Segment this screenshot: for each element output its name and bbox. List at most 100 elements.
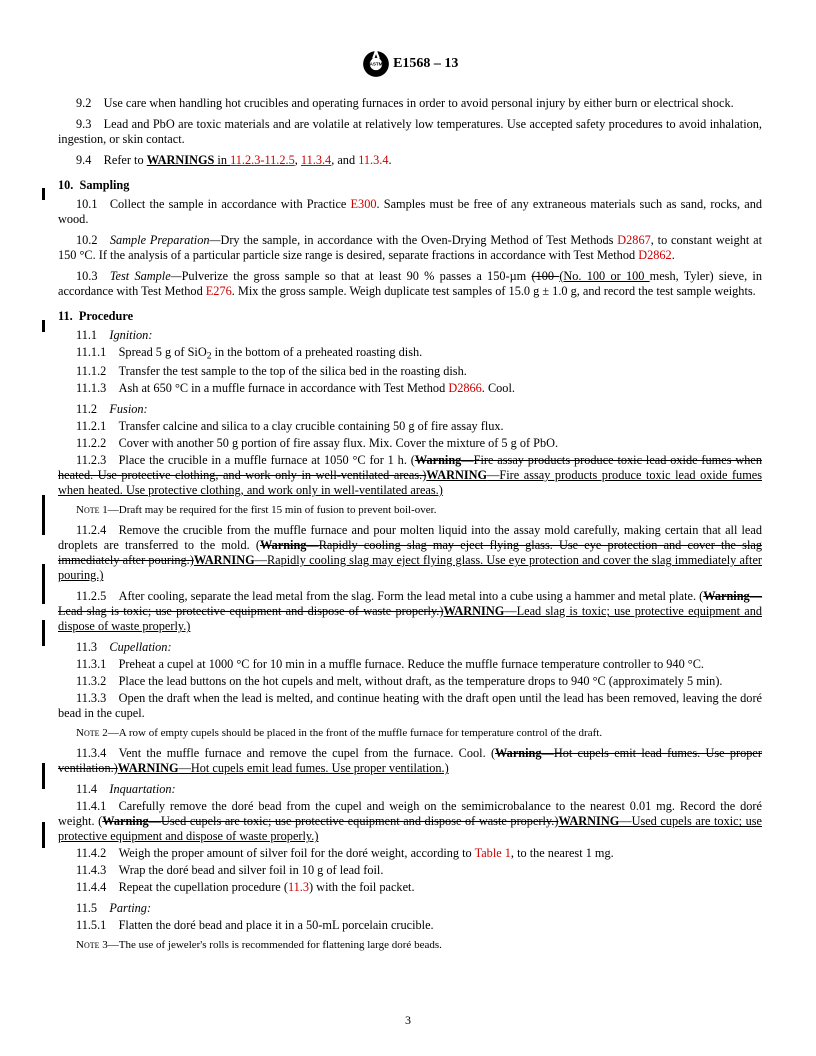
text: Pulverize the gross sample so that at le… bbox=[182, 269, 532, 283]
text: 10.3 bbox=[76, 269, 110, 283]
xref-e300[interactable]: E300 bbox=[351, 197, 377, 211]
text: 11.4.4 Repeat the cupellation procedure … bbox=[76, 880, 288, 894]
subhead: Fusion: bbox=[109, 402, 147, 416]
subhead: Ignition: bbox=[109, 328, 152, 342]
text: in the bottom of a preheated roasting di… bbox=[212, 345, 423, 359]
section-10-head: 10. Sampling bbox=[58, 178, 762, 193]
para-11-2-4: 11.2.4 Remove the crucible from the muff… bbox=[58, 523, 762, 583]
text: 11.4 bbox=[76, 782, 109, 796]
text: 11.2 bbox=[76, 402, 109, 416]
warnings-label: WARNINGS bbox=[147, 153, 215, 167]
xref-11-3-4b[interactable]: 11.3.4 bbox=[358, 153, 388, 167]
text: 11.1.1 Spread 5 g of SiO bbox=[76, 345, 207, 359]
para-11-3: 11.3 Cupellation: bbox=[58, 640, 762, 655]
para-11-4: 11.4 Inquartation: bbox=[58, 782, 762, 797]
changebar bbox=[42, 495, 45, 535]
text: , to the nearest 1 mg. bbox=[511, 846, 614, 860]
note-1: Note 1—Draft may be required for the fir… bbox=[58, 504, 762, 517]
xref-d2867[interactable]: D2867 bbox=[617, 233, 650, 247]
deleted-warning-label: Warning— bbox=[415, 453, 474, 467]
text: 11.5 bbox=[76, 901, 109, 915]
para-11-2-3: 11.2.3 Place the crucible in a muffle fu… bbox=[58, 453, 762, 498]
inserted-text: (No. 100 or 100 bbox=[559, 269, 649, 283]
para-11-1-2: 11.1.2 Transfer the test sample to the t… bbox=[58, 364, 762, 379]
changebar bbox=[42, 620, 45, 646]
deleted-text: (100 bbox=[532, 269, 560, 283]
text: , and bbox=[331, 153, 358, 167]
text: . bbox=[672, 248, 675, 262]
page-number: 3 bbox=[0, 1013, 816, 1028]
text: 11.1.3 Ash at 650 °C in a muffle furnace… bbox=[76, 381, 448, 395]
para-11-3-2: 11.3.2 Place the lead buttons on the hot… bbox=[58, 674, 762, 689]
text: 2—A row of empty cupels should be placed… bbox=[100, 727, 603, 739]
para-11-3-1: 11.3.1 Preheat a cupel at 1000 °C for 10… bbox=[58, 657, 762, 672]
xref-11-2-3[interactable]: 11.2.3-11.2.5 bbox=[230, 153, 295, 167]
warning-label: WARNING bbox=[443, 604, 504, 618]
subhead: Parting: bbox=[109, 901, 151, 915]
para-11-4-1: 11.4.1 Carefully remove the doré bead fr… bbox=[58, 799, 762, 844]
para-9-4: 9.4 Refer to WARNINGS in 11.2.3-11.2.5 , … bbox=[58, 153, 762, 168]
changebar bbox=[42, 564, 45, 604]
svg-text:ASTM: ASTM bbox=[369, 62, 382, 67]
deleted-text: Used cupels are toxic; use protective eq… bbox=[161, 814, 558, 828]
deleted-warning-label: Warning— bbox=[102, 814, 161, 828]
para-10-3: 10.3 Test Sample—Pulverize the gross sam… bbox=[58, 269, 762, 299]
warning-label: WARNING bbox=[558, 814, 619, 828]
para-11-2-5: 11.2.5 After cooling, separate the lead … bbox=[58, 589, 762, 634]
para-10-2: 10.2 Sample Preparation—Dry the sample, … bbox=[58, 233, 762, 263]
para-11-1: 11.1 Ignition: bbox=[58, 328, 762, 343]
para-11-2-2: 11.2.2 Cover with another 50 g portion o… bbox=[58, 436, 762, 451]
standard-number: E1568 – 13 bbox=[393, 56, 458, 71]
changebar bbox=[42, 822, 45, 848]
text: . bbox=[388, 153, 391, 167]
para-10-1: 10.1 Collect the sample in accordance wi… bbox=[58, 197, 762, 227]
subhead: Test Sample— bbox=[110, 269, 182, 283]
section-11-head: 11. Procedure bbox=[58, 309, 762, 324]
xref-table-1[interactable]: Table 1 bbox=[475, 846, 511, 860]
text: 1—Draft may be required for the first 15… bbox=[100, 504, 437, 516]
deleted-warning-label: Warning— bbox=[260, 538, 319, 552]
text: . Cool. bbox=[482, 381, 515, 395]
changebar bbox=[42, 320, 45, 332]
xref-d2866[interactable]: D2866 bbox=[448, 381, 481, 395]
text: 11.2.3 Place the crucible in a muffle fu… bbox=[76, 453, 415, 467]
note-label: Note bbox=[76, 727, 100, 739]
para-11-4-2: 11.4.2 Weigh the proper amount of silver… bbox=[58, 846, 762, 861]
note-label: Note bbox=[76, 939, 100, 951]
para-9-2: 9.2 Use care when handling hot crucibles… bbox=[58, 96, 762, 111]
subhead: Cupellation: bbox=[109, 640, 171, 654]
text: . Mix the gross sample. Weigh duplicate … bbox=[232, 284, 756, 298]
xref-11-3[interactable]: 11.3 bbox=[288, 880, 309, 894]
para-11-4-3: 11.4.3 Wrap the doré bead and silver foi… bbox=[58, 863, 762, 878]
para-11-3-4: 11.3.4 Vent the muffle furnace and remov… bbox=[58, 746, 762, 776]
subhead: Inquartation: bbox=[109, 782, 175, 796]
text: 9.4 Refer to bbox=[76, 153, 147, 167]
deleted-warning-label: Warning— bbox=[495, 746, 554, 760]
text: in bbox=[214, 153, 230, 167]
page: ASTM E1568 – 13 9.2 Use care when handli… bbox=[0, 0, 816, 1056]
para-11-2-1: 11.2.1 Transfer calcine and silica to a … bbox=[58, 419, 762, 434]
text: ) with the foil packet. bbox=[309, 880, 415, 894]
note-3: Note 3—The use of jeweler's rolls is rec… bbox=[58, 939, 762, 952]
note-label: Note bbox=[76, 504, 100, 516]
note-2: Note 2—A row of empty cupels should be p… bbox=[58, 727, 762, 740]
inserted-text: —Hot cupels emit lead fumes. Use proper … bbox=[179, 761, 449, 775]
text: 11.2.5 After cooling, separate the lead … bbox=[76, 589, 703, 603]
xref-e276[interactable]: E276 bbox=[206, 284, 232, 298]
xref-d2862[interactable]: D2862 bbox=[638, 248, 671, 262]
changebar bbox=[42, 188, 45, 200]
para-11-1-3: 11.1.3 Ash at 650 °C in a muffle furnace… bbox=[58, 381, 762, 396]
para-9-3: 9.3 Lead and PbO are toxic materials and… bbox=[58, 117, 762, 147]
changebar bbox=[42, 763, 45, 789]
subhead: Sample Preparation— bbox=[110, 233, 221, 247]
text: 11.3 bbox=[76, 640, 109, 654]
para-11-2: 11.2 Fusion: bbox=[58, 402, 762, 417]
para-11-1-1: 11.1.1 Spread 5 g of SiO2 in the bottom … bbox=[58, 345, 762, 362]
warning-label: WARNING bbox=[426, 468, 487, 482]
xref-11-3-4a[interactable]: 11.3.4 bbox=[301, 153, 331, 167]
astm-logo-icon: ASTM bbox=[362, 50, 390, 78]
warning-label: WARNING bbox=[118, 761, 179, 775]
deleted-warning-label: Warning— bbox=[703, 589, 762, 603]
text: Dry the sample, in accordance with the O… bbox=[220, 233, 617, 247]
text: 11.4.2 Weigh the proper amount of silver… bbox=[76, 846, 475, 860]
